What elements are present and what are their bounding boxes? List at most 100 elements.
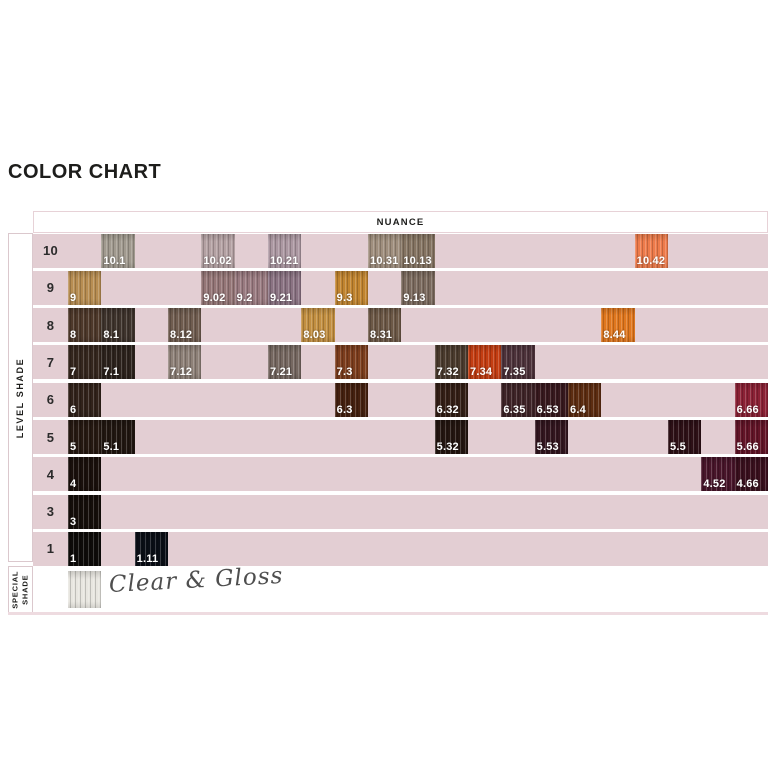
nuance-header-label: NUANCE (376, 216, 425, 228)
level-row-10: 10 10.1 10.02 10.21 10.31 10.13 10.42 (33, 233, 768, 268)
special-shade-row: Clear & Gloss (33, 562, 768, 612)
swatch-7.34: 7.34 (468, 345, 502, 380)
swatch-8.31: 8.31 (368, 308, 402, 343)
level-number-5: 5 (46, 429, 55, 445)
swatch-9.21: 9.21 (268, 270, 302, 305)
level-shade-sidebar: LEVEL SHADE (8, 233, 33, 562)
swatch-label-9.02: 9.02 (203, 291, 226, 304)
swatch-label-1.11: 1.11 (136, 552, 159, 565)
swatch-label-9.13: 9.13 (403, 291, 426, 304)
swatch-label-3: 3 (70, 515, 77, 528)
swatch-4.52: 4.52 (701, 457, 735, 492)
swatch-label-8: 8 (70, 329, 77, 342)
swatch-label-9.21: 9.21 (270, 291, 293, 304)
swatch-7: 7 (68, 345, 102, 380)
special-shade-label-line1: SPECIAL (10, 570, 20, 609)
swatch-label-7: 7 (70, 366, 77, 379)
swatch-8.1: 8.1 (101, 308, 135, 343)
swatch-1: 1 (68, 531, 102, 566)
swatch-6.32: 6.32 (434, 382, 468, 417)
swatch-label-7.35: 7.35 (503, 366, 526, 379)
swatch-label-10.1: 10.1 (103, 254, 126, 267)
swatch-label-4.66: 4.66 (736, 478, 759, 491)
swatch-5.53: 5.53 (534, 420, 568, 454)
swatch-10.42: 10.42 (634, 233, 668, 268)
level-number-8: 8 (46, 317, 55, 333)
swatch-8.44: 8.44 (601, 308, 635, 343)
swatch-6.4: 6.4 (568, 382, 602, 417)
swatch-label-7.3: 7.3 (336, 366, 353, 379)
level-number-1: 1 (46, 541, 55, 557)
page-title: COLOR CHART (8, 161, 162, 183)
level-number-7: 7 (46, 354, 55, 370)
swatch-label-9: 9 (70, 291, 77, 304)
swatch-5.5: 5.5 (668, 420, 702, 454)
swatch-9: 9 (68, 270, 102, 305)
swatch-4: 4 (68, 457, 102, 492)
swatch-label-7.12: 7.12 (170, 366, 193, 379)
swatch-label-4.52: 4.52 (703, 478, 726, 491)
swatch-7.12: 7.12 (168, 345, 202, 380)
swatch-7.21: 7.21 (268, 345, 302, 380)
level-number-9: 9 (46, 280, 55, 296)
swatch-6.3: 6.3 (334, 382, 368, 417)
swatch-label-7.32: 7.32 (436, 366, 459, 379)
swatch-label-7.34: 7.34 (470, 366, 493, 379)
swatch-label-7.21: 7.21 (270, 366, 293, 379)
swatch-label-8.1: 8.1 (103, 329, 120, 342)
swatch-10.21: 10.21 (268, 233, 302, 268)
level-row-5: 5 5 5.1 5.32 5.53 5.5 5.66 (33, 420, 768, 454)
swatch-clear-gloss (68, 571, 102, 608)
level-number-3: 3 (46, 504, 55, 520)
swatch-label-6.4: 6.4 (570, 403, 586, 416)
bottom-rule (8, 612, 768, 615)
swatch-label-10.02: 10.02 (203, 254, 232, 267)
swatch-6.66: 6.66 (734, 382, 768, 417)
swatch-9.13: 9.13 (401, 270, 435, 305)
level-number-4: 4 (46, 466, 55, 482)
swatch-3: 3 (68, 494, 102, 529)
swatch-label-9.2: 9.2 (236, 291, 253, 304)
swatch-1.11: 1.11 (134, 531, 168, 566)
swatch-7.35: 7.35 (501, 345, 535, 380)
swatch-5.66: 5.66 (734, 420, 768, 454)
swatch-label-10.21: 10.21 (270, 254, 299, 267)
swatch-label-8.44: 8.44 (603, 329, 626, 342)
swatch-label-8.03: 8.03 (303, 329, 326, 342)
swatch-8: 8 (68, 308, 102, 343)
special-shade-label: SPECIAL SHADE (11, 570, 31, 608)
swatch-7.3: 7.3 (334, 345, 368, 380)
swatch-label-10.42: 10.42 (636, 254, 666, 267)
swatch-9.2: 9.2 (234, 270, 268, 305)
swatch-label-6.3: 6.3 (336, 403, 353, 416)
swatch-label-10.13: 10.13 (403, 254, 432, 267)
swatch-label-5.5: 5.5 (670, 441, 686, 453)
swatch-5.1: 5.1 (101, 420, 135, 454)
special-shade-label-line2: SHADE (20, 574, 30, 605)
swatch-label-5.1: 5.1 (103, 441, 120, 453)
clear-gloss-note: Clear & Gloss (108, 562, 285, 598)
swatch-9.3: 9.3 (334, 270, 368, 305)
swatch-8.03: 8.03 (301, 308, 335, 343)
swatch-6.35: 6.35 (501, 382, 535, 417)
level-number-10: 10 (42, 243, 59, 258)
swatch-5: 5 (68, 420, 102, 454)
level-row-9: 9 9 9.02 9.2 9.21 9.3 9.13 (33, 270, 768, 305)
swatch-7.1: 7.1 (101, 345, 135, 380)
swatch-label-8.12: 8.12 (170, 329, 193, 342)
swatch-label-4: 4 (70, 478, 77, 491)
swatch-10.31: 10.31 (368, 233, 402, 268)
swatch-label-6.66: 6.66 (736, 403, 759, 416)
special-shade-sidebar: SPECIAL SHADE (8, 566, 33, 613)
swatch-label-6.35: 6.35 (503, 403, 526, 416)
swatch-10.02: 10.02 (201, 233, 235, 268)
swatch-8.12: 8.12 (168, 308, 202, 343)
level-row-7: 7 7 7.1 7.12 7.21 7.3 7.32 7.34 7.35 (33, 345, 768, 380)
swatch-7.32: 7.32 (434, 345, 468, 380)
swatch-4.66: 4.66 (734, 457, 768, 492)
level-shade-label: LEVEL SHADE (15, 357, 26, 438)
swatch-label-7.1: 7.1 (103, 366, 120, 379)
swatch-label-8.31: 8.31 (370, 329, 393, 342)
level-row-8: 8 8 8.1 8.12 8.03 8.31 8.44 (33, 308, 768, 343)
swatch-6: 6 (68, 382, 102, 417)
